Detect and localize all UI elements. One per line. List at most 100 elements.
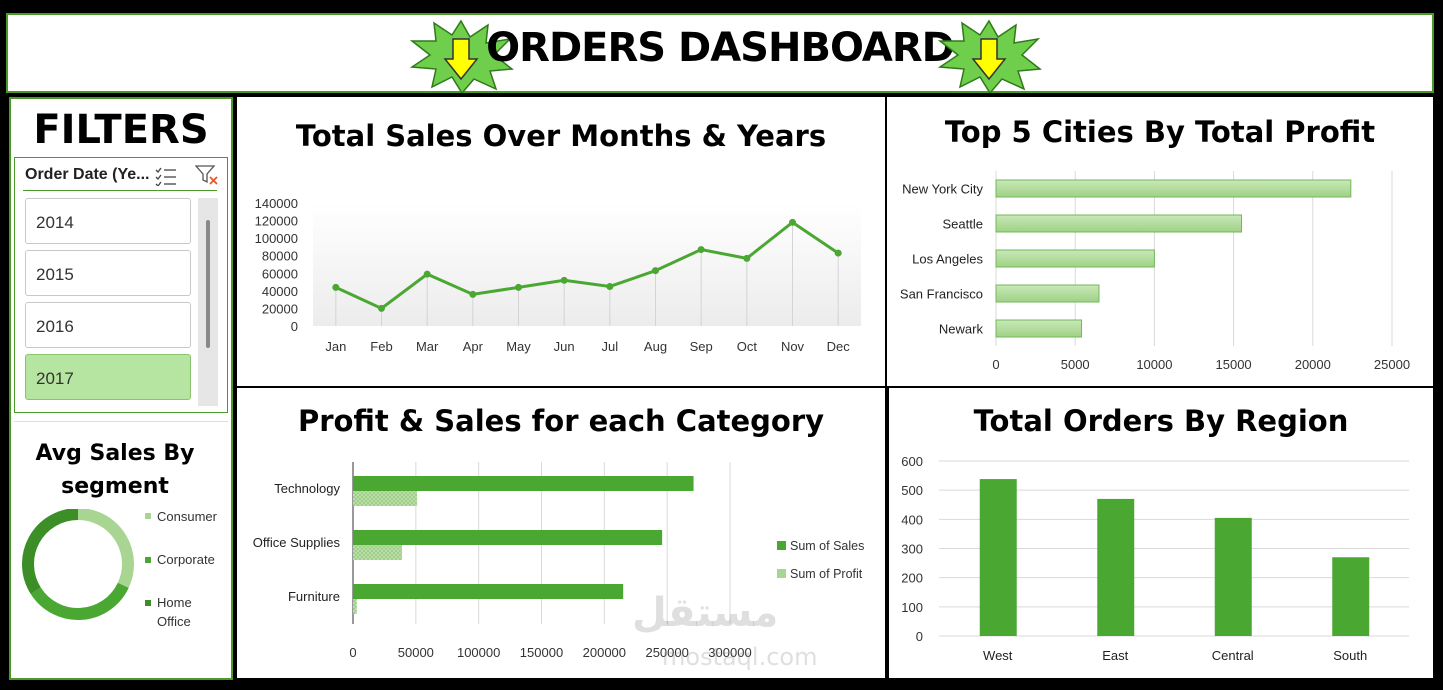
region-bar <box>1332 557 1370 636</box>
y-tick-label: 20000 <box>262 301 298 316</box>
sales-point <box>834 249 842 257</box>
sales-point <box>743 254 751 262</box>
region-chart-title: Total Orders By Region <box>973 404 1349 438</box>
slicer-item-2014[interactable]: 2014 <box>25 198 191 244</box>
x-tick-label: 100000 <box>457 645 500 660</box>
dashboard-header: ORDERS DASHBOARD <box>6 13 1434 93</box>
region-label: West <box>983 648 1013 663</box>
x-tick-label: 15000 <box>1216 357 1252 372</box>
sales-bar <box>353 530 663 545</box>
city-bar <box>995 214 1243 233</box>
city-label: Los Angeles <box>912 252 983 267</box>
x-tick-label: Mar <box>416 339 439 354</box>
slicer-item-2016[interactable]: 2016 <box>25 302 191 348</box>
x-tick-label: Nov <box>781 339 805 354</box>
y-tick-label: 0 <box>916 629 923 644</box>
city-bar <box>995 179 1352 198</box>
slicer-item-2015[interactable]: 2015 <box>25 250 191 296</box>
slicer-divider <box>23 190 217 191</box>
category-label: Technology <box>274 481 340 496</box>
multi-select-icon[interactable] <box>155 166 177 186</box>
segment-chart-title: Avg Sales By segment <box>11 437 219 503</box>
legend-label-home: Home <box>157 595 192 610</box>
x-tick-label: Feb <box>370 339 392 354</box>
region-label: South <box>1333 648 1367 663</box>
category-bar-panel: Profit & Sales for each Category 0 50000 1… <box>237 388 885 678</box>
x-tick-label: Jan <box>325 339 346 354</box>
region-column-panel: Total Orders By Region 0 100 200 300 400 500 6… <box>889 388 1433 678</box>
legend-swatch-consumer <box>145 513 151 519</box>
sales-point <box>332 283 340 291</box>
filters-title: FILTERS <box>33 107 209 153</box>
scrollbar-thumb[interactable] <box>206 220 210 348</box>
y-tick-label: 80000 <box>262 249 298 264</box>
category-label: Furniture <box>288 589 340 604</box>
sales-point <box>697 246 705 254</box>
x-tick-label: Dec <box>827 339 851 354</box>
x-tick-label: 0 <box>349 645 356 660</box>
right-arrow-burst-icon <box>937 19 1042 93</box>
dashboard-title: ORDERS DASHBOARD <box>486 25 955 71</box>
clear-filter-icon[interactable] <box>195 164 219 186</box>
region-bar <box>1214 517 1252 636</box>
x-tick-label: 300000 <box>708 645 751 660</box>
x-tick-label: Oct <box>737 339 758 354</box>
filters-panel: FILTERS Order Date (Ye... 2014 2015 2016… <box>9 97 233 680</box>
legend-label-office: Office <box>157 614 191 629</box>
sales-bar <box>353 476 694 491</box>
y-tick-label: 140000 <box>255 196 298 211</box>
y-tick-label: 300 <box>901 542 923 557</box>
y-tick-label: 40000 <box>262 284 298 299</box>
region-bar <box>979 479 1017 636</box>
sales-point <box>560 276 568 284</box>
y-tick-label: 100 <box>901 600 923 615</box>
y-tick-label: 600 <box>901 454 923 469</box>
x-tick-label: 50000 <box>398 645 434 660</box>
sales-point <box>469 290 477 298</box>
city-label: Newark <box>939 322 984 337</box>
order-date-slicer: Order Date (Ye... 2014 2015 2016 2017 <box>14 157 228 413</box>
legend-swatch-corporate <box>145 557 151 563</box>
x-tick-label: 0 <box>992 357 999 372</box>
slicer-item-2017[interactable]: 2017 <box>25 354 191 400</box>
y-tick-label: 0 <box>291 319 298 334</box>
x-tick-label: Apr <box>463 339 484 354</box>
legend-swatch-home-office <box>145 600 151 606</box>
x-tick-label: Aug <box>644 339 667 354</box>
profit-bar <box>353 491 418 506</box>
city-label: San Francisco <box>900 287 983 302</box>
city-label: New York City <box>902 182 983 197</box>
x-tick-label: 20000 <box>1295 357 1331 372</box>
region-column-chart: 0 100 200 300 400 500 600 West East Central South <box>901 454 1409 663</box>
donut-slice <box>22 509 79 595</box>
category-bar-chart: 0 50000 100000 150000 200000 250000 300000 Tech… <box>253 462 864 660</box>
legend-label-profit: Sum of Profit <box>790 567 863 581</box>
city-label: Seattle <box>943 217 983 232</box>
x-tick-label: 5000 <box>1061 357 1090 372</box>
donut-slice <box>30 582 129 620</box>
left-arrow-burst-icon <box>409 19 514 93</box>
category-chart-title: Profit & Sales for each Category <box>297 404 825 438</box>
watermark-url: mostaql.com <box>662 643 818 671</box>
slicer-scrollbar[interactable] <box>198 198 218 406</box>
x-tick-label: Sep <box>690 339 713 354</box>
y-tick-label: 400 <box>901 512 923 527</box>
x-tick-label: 25000 <box>1374 357 1410 372</box>
region-label: Central <box>1212 648 1254 663</box>
region-bar <box>1097 498 1135 636</box>
segment-title-line1: Avg Sales By <box>35 441 195 466</box>
y-tick-label: 120000 <box>255 214 298 229</box>
sales-point <box>378 304 385 312</box>
sales-point <box>606 282 614 290</box>
sales-point <box>652 267 659 275</box>
profit-bar <box>353 545 403 560</box>
city-bar <box>995 249 1155 268</box>
sales-point <box>423 270 431 278</box>
segment-divider <box>14 421 228 422</box>
y-tick-label: 200 <box>901 571 923 586</box>
legend-label-corporate: Corporate <box>157 552 215 567</box>
slicer-header: Order Date (Ye... <box>25 166 150 183</box>
y-tick-label: 100000 <box>255 231 298 246</box>
segment-donut-chart: Consumer Corporate Home Office <box>22 509 218 629</box>
y-tick-label: 500 <box>901 483 923 498</box>
